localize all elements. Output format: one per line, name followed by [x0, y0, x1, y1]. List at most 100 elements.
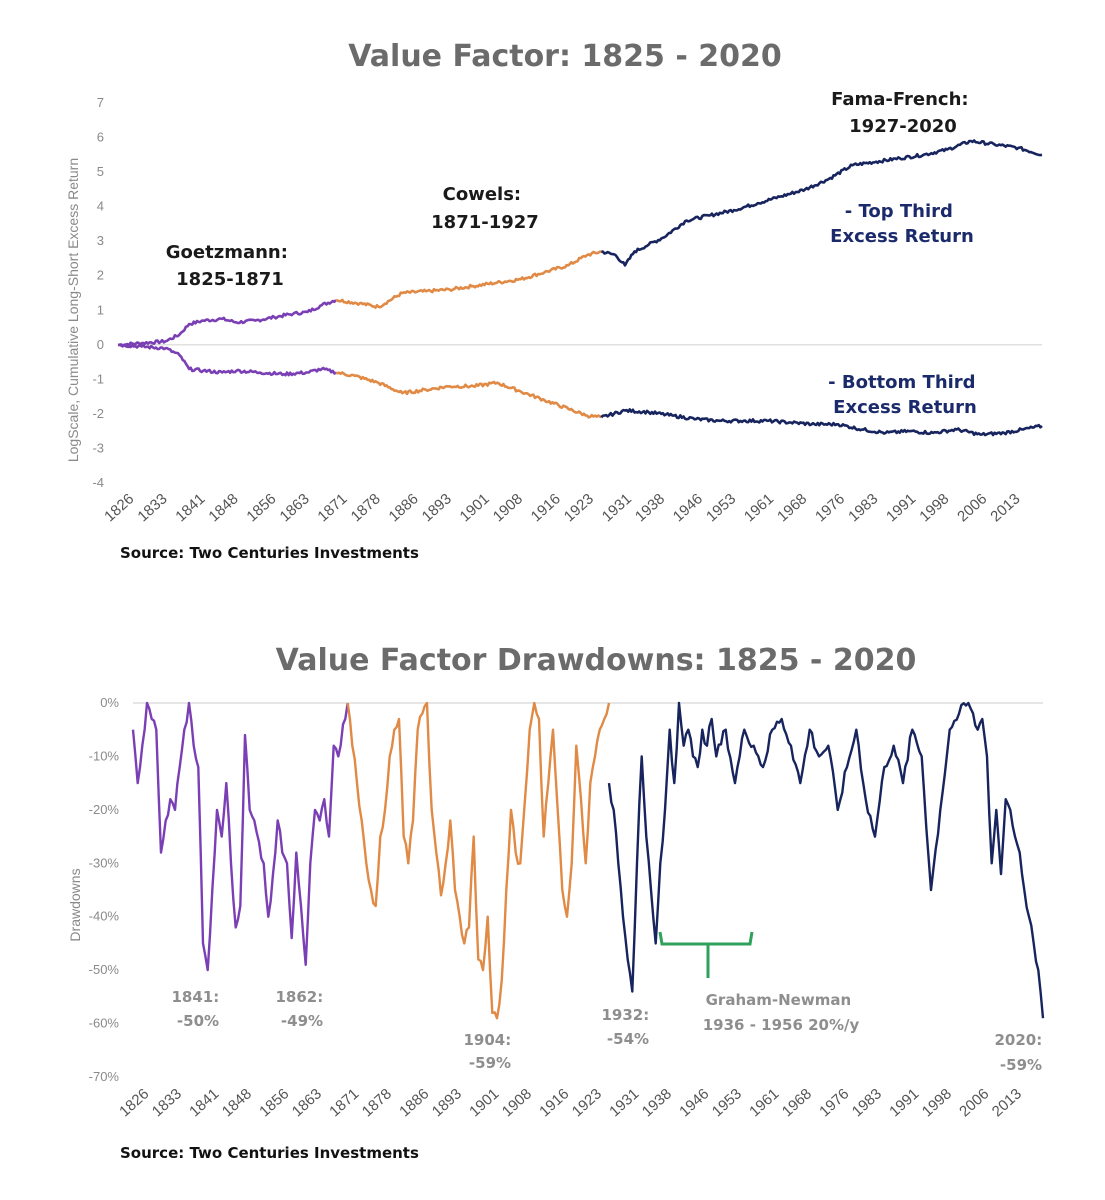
- x-tick-label: 1848: [219, 1085, 255, 1120]
- y-tick-label: -1: [92, 371, 104, 386]
- x-tick-label: 1893: [419, 490, 455, 525]
- y-tick-label: 1: [97, 302, 104, 317]
- graham-newman-bracket: [658, 931, 754, 978]
- y-tick-label: -40%: [89, 909, 120, 924]
- y-tick-label: 5: [97, 164, 104, 179]
- x-tick-label: 2013: [989, 1085, 1025, 1120]
- x-tick-label: 1871: [314, 490, 350, 525]
- chart2-series: [131, 701, 1045, 1020]
- annotation-1932: 1932: -54%: [602, 1006, 655, 1048]
- x-tick-label: 2006: [954, 490, 990, 525]
- x-tick-label: 1908: [490, 490, 526, 525]
- x-tick-label: 1961: [741, 490, 777, 525]
- series-line-fama_french-bottom: [600, 408, 1043, 437]
- x-tick-label: 1871: [326, 1085, 362, 1120]
- series-line-cowels-top: [335, 250, 602, 309]
- y-tick-label: -30%: [89, 855, 120, 870]
- annotation-1904: 1904: -59%: [464, 1031, 517, 1072]
- x-tick-label: 1976: [812, 490, 848, 525]
- x-tick-label: 1968: [774, 490, 810, 525]
- annotation-goetzmann: Goetzmann: 1825-1871: [166, 242, 294, 290]
- x-tick-label: 1916: [528, 490, 564, 525]
- chart2-source: Source: Two Centuries Investments: [120, 1144, 419, 1162]
- x-tick-label: 1886: [396, 1085, 432, 1120]
- chart2-title: Value Factor Drawdowns: 1825 - 2020: [276, 643, 917, 678]
- x-tick-label: 1953: [709, 1085, 745, 1120]
- x-tick-label: 1841: [186, 1085, 222, 1120]
- series-line-cowels: [346, 701, 611, 1020]
- y-tick-label: 3: [97, 233, 104, 248]
- chart1-series: [117, 139, 1043, 437]
- x-tick-label: 1998: [916, 490, 952, 525]
- annotation-2020: 2020: -59%: [995, 1031, 1048, 1074]
- x-tick-label: 1931: [599, 490, 635, 525]
- x-tick-label: 1968: [779, 1085, 815, 1120]
- x-tick-label: 1848: [205, 490, 241, 525]
- x-tick-label: 1983: [849, 1085, 885, 1120]
- x-tick-label: 1916: [536, 1085, 572, 1120]
- y-tick-label: -3: [92, 440, 104, 455]
- x-tick-label: 2013: [987, 490, 1023, 525]
- series-line-goetzmann-bottom: [117, 343, 337, 377]
- y-tick-label: -70%: [89, 1069, 120, 1084]
- y-tick-label: 0: [97, 337, 104, 352]
- x-tick-label: 1878: [348, 490, 384, 525]
- chart1-title: Value Factor: 1825 - 2020: [348, 39, 782, 74]
- x-tick-label: 1833: [149, 1085, 185, 1120]
- y-tick-label: 0%: [100, 695, 119, 710]
- x-tick-label: 1961: [746, 1085, 782, 1120]
- x-tick-label: 1841: [172, 490, 208, 525]
- chart2-y-axis-label: Drawdowns: [67, 868, 83, 941]
- y-tick-label: -50%: [89, 962, 120, 977]
- x-tick-label: 1991: [886, 1085, 922, 1120]
- x-tick-label: 1991: [883, 490, 919, 525]
- y-tick-label: 6: [97, 130, 104, 145]
- x-tick-label: 1886: [386, 490, 422, 525]
- x-tick-label: 1856: [243, 490, 279, 525]
- series-line-fama_french-top: [601, 139, 1043, 267]
- x-tick-label: 1946: [676, 1085, 712, 1120]
- x-tick-label: 1856: [256, 1085, 292, 1120]
- x-tick-label: 1833: [134, 490, 170, 525]
- y-tick-label: -10%: [89, 748, 120, 763]
- x-tick-label: 1901: [457, 490, 493, 525]
- x-tick-label: 1908: [499, 1085, 535, 1120]
- x-tick-label: 1938: [639, 1085, 675, 1120]
- x-tick-label: 2006: [956, 1085, 992, 1120]
- annotation-fama-french: Fama-French: 1927-2020: [831, 89, 975, 137]
- chart1-y-axis-label: LogScale, Cumulative Long-Short Excess R…: [65, 158, 81, 462]
- y-tick-label: -4: [92, 475, 104, 490]
- x-tick-label: 1826: [101, 490, 137, 525]
- y-tick-label: 7: [97, 95, 104, 110]
- x-tick-label: 1923: [561, 490, 597, 525]
- x-tick-label: 1931: [606, 1085, 642, 1120]
- x-tick-label: 1946: [670, 490, 706, 525]
- chart-cumulative-return: Value Factor: 1825 - 2020 LogScale, Cumu…: [65, 39, 1043, 562]
- y-tick-label: -60%: [89, 1016, 120, 1031]
- y-tick-label: -2: [92, 406, 104, 421]
- annotation-1841: 1841: -50%: [172, 988, 225, 1030]
- x-tick-label: 1878: [359, 1085, 395, 1120]
- x-tick-label: 1893: [429, 1085, 465, 1120]
- x-tick-label: 1863: [289, 1085, 325, 1120]
- x-tick-label: 1983: [845, 490, 881, 525]
- chart1-y-ticks: 7 6 5 4 3 2 1 0 -1 -2 -3 -4: [92, 95, 104, 490]
- x-tick-label: 1938: [632, 490, 668, 525]
- series-line-goetzmann: [131, 701, 349, 972]
- series-line-fama_french: [607, 701, 1045, 1019]
- x-tick-label: 1901: [466, 1085, 502, 1120]
- x-tick-label: 1976: [816, 1085, 852, 1120]
- chart2-y-ticks: 0% -10% -20% -30% -40% -50% -60% -70%: [89, 695, 120, 1084]
- x-tick-label: 1826: [116, 1085, 152, 1120]
- x-tick-label: 1923: [569, 1085, 605, 1120]
- y-tick-label: 4: [97, 199, 104, 214]
- x-tick-label: 1863: [277, 490, 313, 525]
- annotation-top-third: - Top Third Excess Return: [830, 201, 974, 247]
- series-line-goetzmann-top: [117, 299, 337, 347]
- annotation-bottom-third: - Bottom Third Excess Return: [828, 372, 982, 418]
- chart1-source: Source: Two Centuries Investments: [120, 544, 419, 562]
- y-tick-label: 2: [97, 268, 104, 283]
